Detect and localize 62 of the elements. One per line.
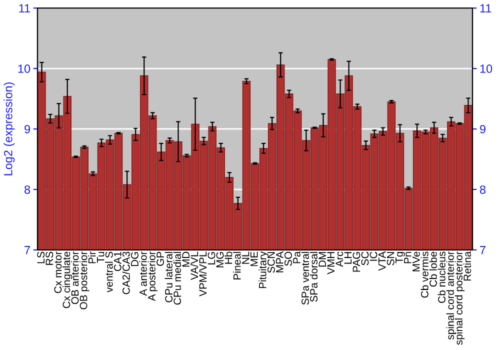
x-tick-label: spinal cord anterior xyxy=(446,251,456,340)
y-tick-label: 10 xyxy=(18,64,30,73)
x-tick-label: NL xyxy=(242,252,250,264)
x-tick-label: LH xyxy=(344,252,352,264)
x-tick-label: Cx motor xyxy=(54,251,62,294)
x-tick-label: VPM/VPL xyxy=(198,252,207,296)
x-tick-label: Tu xyxy=(97,252,104,263)
x-tick-label: ME xyxy=(250,252,258,266)
x-tick-label: DG xyxy=(131,252,138,266)
x-tick-label: A posterior xyxy=(148,251,158,302)
x-tick-label: Retina xyxy=(463,251,472,281)
y-tick-label: 9 xyxy=(24,125,30,134)
x-tick-label: MPA xyxy=(276,251,284,272)
x-tick-label: Pineal xyxy=(233,252,241,280)
y2-tick-label: 8 xyxy=(480,185,486,194)
x-tick-label: Pituitary xyxy=(258,251,268,288)
x-tick-label: CPu lateral xyxy=(164,252,172,302)
x-tick-label: MVe xyxy=(412,252,420,272)
x-tick-label: OB posterior xyxy=(80,251,90,310)
y-tick-label: 8 xyxy=(24,185,30,194)
x-tick-label: DM xyxy=(318,252,326,267)
x-tick-label: SO xyxy=(284,252,292,266)
x-tick-label: VTA xyxy=(378,251,386,271)
x-tick-label: MG xyxy=(216,252,224,268)
y2-tick-label: 10 xyxy=(480,64,492,73)
x-tick-label: SPa ventral xyxy=(301,252,309,305)
x-tick-label: Arc xyxy=(336,252,344,267)
x-tick-label: VA/VL xyxy=(190,252,198,280)
y2-tick-label: 9 xyxy=(480,125,486,134)
x-tick-label: LG xyxy=(208,252,216,264)
x-tick-label: GP xyxy=(156,252,164,266)
x-tick-label: Cb vermis xyxy=(420,252,428,298)
x-tick-label: CA1 xyxy=(114,252,122,272)
x-tick-label: spinal cord posterior xyxy=(454,251,465,345)
y-axis-title: Log2 (expression) xyxy=(4,82,15,176)
x-tick-label: SC xyxy=(361,252,369,266)
x-tick-label: Cb lobe xyxy=(429,252,437,287)
y-tick-label: 7 xyxy=(24,246,30,254)
x-tick-label: Cx cingulate xyxy=(62,252,72,308)
y2-tick-label: 11 xyxy=(480,4,492,12)
y2-tick-label: 7 xyxy=(480,246,486,254)
x-tick-label: Pn xyxy=(404,252,412,264)
x-tick-label: Pa xyxy=(293,251,300,264)
x-tick-label: PAG xyxy=(352,252,360,272)
x-tick-label: Hb xyxy=(224,252,232,264)
x-tick-label: MD xyxy=(182,252,190,267)
x-tick-label: LS xyxy=(37,252,45,264)
x-tick-label: SN xyxy=(386,252,394,266)
x-tick-label: VMH xyxy=(327,252,334,274)
x-tick-label: A anterior xyxy=(139,251,147,296)
x-tick-label: CA2/CA3 xyxy=(122,252,130,294)
x-tick-label: RS xyxy=(46,252,54,265)
x-tick-label: Pir xyxy=(88,251,96,264)
x-tick-label: IC xyxy=(370,252,378,261)
x-tick-label: Cb nucleus xyxy=(438,252,446,303)
x-tick-label: OB anterior xyxy=(71,251,79,304)
x-tick-label: SCN xyxy=(267,252,275,273)
x-tick-label: ventral S xyxy=(105,252,113,292)
x-tick-label: SPa dorsal xyxy=(310,252,318,302)
y-tick-label: 11 xyxy=(19,4,30,12)
x-tick-label: CPu medial xyxy=(173,252,182,305)
x-tick-label: Tg xyxy=(396,252,405,264)
